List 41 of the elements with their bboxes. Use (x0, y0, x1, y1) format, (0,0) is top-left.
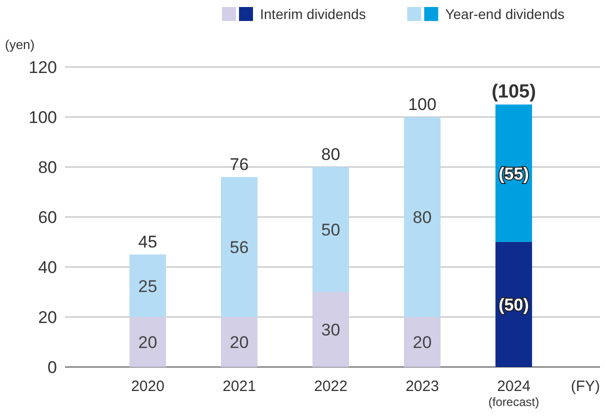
data-label: 25 (138, 276, 158, 296)
legend-label: Year-end dividends (445, 6, 565, 22)
bar (129, 254, 166, 317)
data-label: (55) (498, 164, 529, 184)
x-tick-label: 2022 (314, 378, 348, 395)
total-label: (105) (492, 82, 536, 102)
total-label: 100 (408, 95, 436, 114)
total-label: 45 (138, 232, 158, 252)
bar (220, 177, 258, 317)
x-tick-label: 2021 (222, 378, 256, 395)
bar (220, 317, 258, 367)
x-axis-title: (FY) (570, 378, 600, 395)
total-label: 76 (230, 155, 249, 174)
data-label: 80 (412, 208, 432, 227)
x-tick-label: 2023 (406, 378, 439, 395)
data-label: 56 (230, 238, 249, 257)
y-tick-label: 40 (38, 258, 57, 277)
bar (312, 167, 350, 292)
total-label: 80 (321, 145, 340, 164)
data-label: 20 (230, 333, 249, 352)
bar (404, 117, 441, 317)
bar (495, 242, 532, 367)
bar (495, 104, 532, 242)
data-label: 20 (412, 333, 432, 352)
y-tick-label: 60 (38, 208, 57, 227)
data-label: 20 (138, 333, 158, 352)
y-tick-label: 100 (28, 108, 57, 127)
data-label: 50 (321, 220, 340, 240)
bar (404, 317, 441, 367)
legend-label: Interim dividends (260, 6, 366, 22)
y-tick-label: 20 (38, 308, 57, 327)
y-tick-label: 120 (28, 58, 57, 77)
y-tick-label: 80 (38, 158, 57, 177)
x-tick-label: 2020 (131, 378, 164, 395)
bar (129, 317, 166, 367)
data-label: (50) (498, 296, 529, 314)
data-label: 30 (321, 320, 340, 340)
y-tick-label: 0 (48, 358, 57, 377)
x-tick-label: 2024 (forecast) (488, 378, 540, 409)
bar (312, 292, 350, 367)
y-axis-title: (yen) (5, 37, 35, 52)
